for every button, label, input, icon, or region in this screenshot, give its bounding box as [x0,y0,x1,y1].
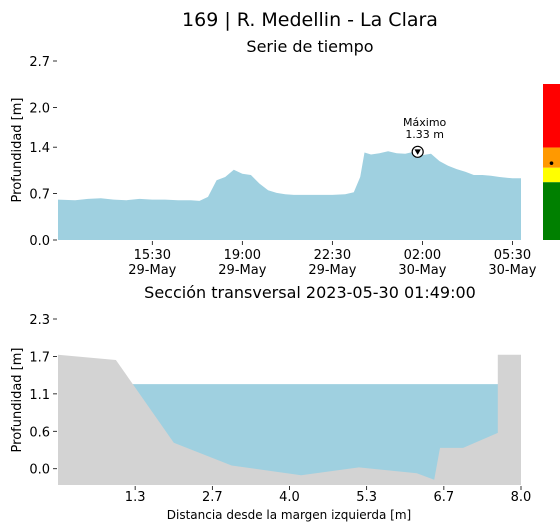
x-tick-label: 30-May [398,263,446,278]
x-tick-label: 29-May [308,263,356,278]
x-tick-label: 30-May [488,263,536,278]
time-series-x-axis: 15:3029-May19:0029-May22:3029-May02:0030… [128,241,537,278]
time-series-y-axis: 0.0 0.7 1.4 2.0 2.7 [29,55,57,249]
depth-series-area [58,151,521,240]
x-tick-label: 22:30 [314,248,351,263]
x-tick-label: 19:00 [224,248,261,263]
y-tick-label: 0.0 [29,234,50,249]
y-tick-label: 0.6 [29,425,50,440]
x-tick-label: 15:30 [134,248,171,263]
alert-level-segment [543,147,560,168]
max-annotation: Máximo 1.33 m [403,116,447,158]
cross-section-xlabel: Distancia desde la margen izquierda [m] [167,508,411,522]
y-tick-label: 1.7 [29,350,50,365]
y-tick-label: 1.4 [29,141,50,156]
max-annotation-value: 1.33 m [405,128,444,141]
y-tick-label: 2.3 [29,313,50,328]
y-tick-label: 0.7 [29,188,50,203]
y-tick-label: 0.0 [29,463,50,478]
time-series-title: Serie de tiempo [246,37,373,56]
cross-section-x-axis: 1.3 2.7 4.0 5.3 6.7 8.0 [125,486,532,505]
y-tick-label: 1.1 [29,388,50,403]
time-series-ylabel: Profundidad [m] [10,98,25,203]
x-tick-label: 2.7 [202,490,223,505]
x-tick-label: 5.3 [356,490,377,505]
cross-section-panel: Sección transversal 2023-05-30 01:49:00 … [10,283,531,522]
x-tick-label: 05:30 [494,248,531,263]
max-annotation-label: Máximo [403,116,447,129]
time-series-panel: Serie de tiempo Profundidad [m] 0.0 0.7 1.… [10,37,560,278]
alert-level-segment [543,84,560,148]
y-tick-label: 2.0 [29,101,50,116]
figure-title: 169 | R. Medellin - La Clara [182,9,438,31]
ground-profile [58,354,521,485]
x-tick-label: 6.7 [434,490,455,505]
x-tick-label: 4.0 [279,490,300,505]
x-tick-label: 29-May [128,263,176,278]
x-tick-label: 8.0 [511,490,532,505]
x-tick-label: 02:00 [404,248,441,263]
alert-level-segment [543,182,560,240]
cross-section-ylabel: Profundidad [m] [10,348,25,453]
alert-level-bar [543,84,560,240]
max-marker-triangle-icon [414,149,421,155]
alert-level-segment [543,167,560,183]
x-tick-label: 29-May [218,263,266,278]
alert-level-marker [549,161,554,165]
cross-section-y-axis: 0.0 0.6 1.1 1.7 2.3 [29,313,57,478]
x-tick-label: 1.3 [125,490,146,505]
y-tick-label: 2.7 [29,55,50,70]
cross-section-title: Sección transversal 2023-05-30 01:49:00 [144,283,476,302]
